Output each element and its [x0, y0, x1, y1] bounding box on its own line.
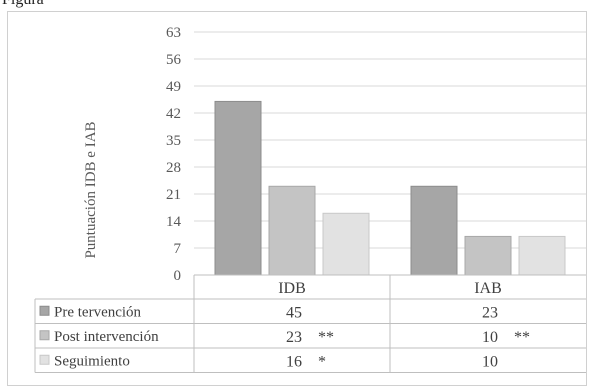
y-tick-label: 35 [166, 133, 181, 149]
category-header-idb: IDB [278, 280, 306, 297]
table-cell-value: 45 [286, 304, 302, 321]
y-tick-label: 7 [174, 241, 182, 257]
y-axis-ticks: 0 7 14 21 28 35 42 49 56 63 [166, 25, 182, 284]
bars [214, 100, 566, 276]
legend-swatch [39, 305, 50, 316]
bar-iab-series-2 [518, 235, 566, 276]
bar-iab-series-0 [410, 185, 458, 276]
table-cell-value: 23 [482, 304, 498, 321]
y-tick-label: 42 [166, 106, 181, 122]
y-tick-label: 49 [166, 79, 181, 95]
bar-idb-series-2 [322, 212, 370, 276]
table-cell-value: 10 ** [482, 329, 530, 346]
y-tick-label: 56 [166, 52, 182, 68]
y-tick-label: 0 [174, 268, 182, 284]
y-tick-label: 14 [166, 214, 182, 230]
bar-iab-series-1 [464, 235, 512, 276]
legend-swatch [39, 354, 50, 365]
y-tick-label: 28 [166, 160, 181, 176]
table-cell-value: 16 * [286, 353, 326, 370]
bar-idb-series-1 [268, 185, 316, 276]
y-axis-title: Puntuación IDB e IAB [83, 121, 99, 258]
data-table: IDB IAB Pre tervención 45 23 Post intervenció… [34, 274, 586, 373]
y-tick-label: 63 [166, 25, 181, 41]
clipped-caption: Figura [2, 0, 62, 8]
table-cell-value: 23 ** [286, 329, 334, 346]
category-header-iab: IAB [474, 280, 502, 297]
legend-label: Post intervención [54, 329, 159, 345]
legend-label: Pre tervención [54, 304, 142, 320]
bar-idb-series-0 [214, 100, 262, 276]
chart-frame [7, 11, 587, 386]
y-tick-label: 21 [166, 187, 181, 203]
legend-label: Seguimiento [54, 353, 130, 369]
clipped-caption-text: Figura [2, 0, 44, 8]
legend-swatch [39, 330, 50, 341]
table-cell-value: 10 [482, 353, 498, 370]
